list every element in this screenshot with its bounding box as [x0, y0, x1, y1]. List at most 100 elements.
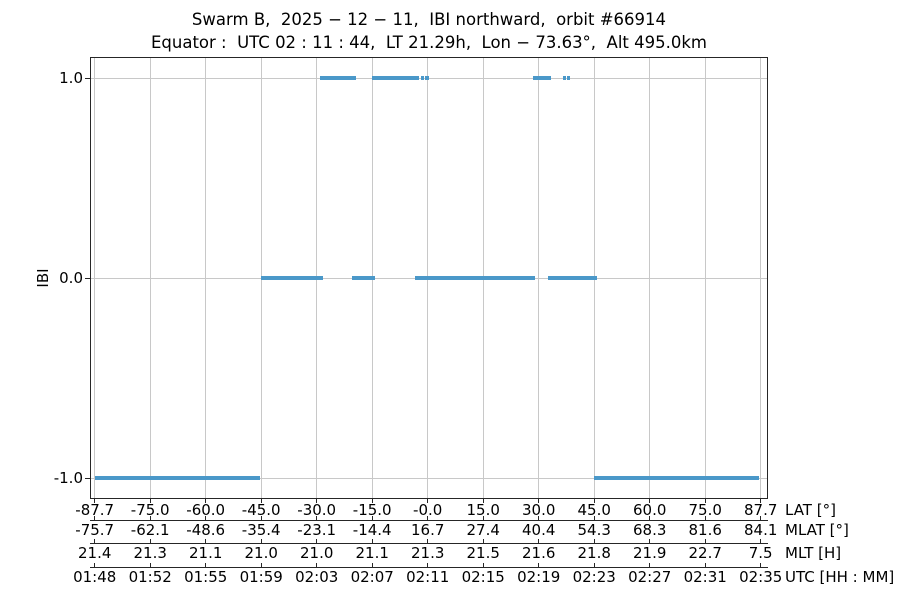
x-tick-mark [538, 499, 540, 503]
x-tick-label: -87.7 [75, 500, 115, 519]
x-tick-mark [371, 562, 373, 567]
x-tick-label: 21.4 [77, 544, 112, 562]
x-tick-label: 02:15 [461, 567, 505, 586]
x-tick-mark [593, 539, 595, 543]
x-tick-label: -35.4 [241, 520, 281, 539]
x-tick-mark [704, 539, 706, 543]
x-tick-mark [149, 562, 151, 567]
x-tick-label: 21.0 [244, 544, 278, 562]
x-tick-label: -48.6 [186, 520, 226, 539]
x-tick-mark [260, 499, 262, 503]
x-tick-label: 21.8 [577, 544, 611, 562]
x-tick-label: 02:19 [517, 567, 561, 586]
x-tick-label: 84.1 [743, 520, 778, 539]
x-tick-mark [316, 539, 318, 543]
x-tick-label: 87.7 [743, 500, 778, 519]
x-tick-mark [94, 515, 96, 520]
x-tick-label: 21.9 [632, 544, 667, 562]
x-tick-label: 16.7 [410, 520, 445, 539]
x-tick-label: 01:52 [128, 567, 172, 586]
x-tick-mark [593, 562, 595, 567]
x-tick-label: 01:55 [184, 567, 228, 586]
x-tick-label: -30.0 [297, 500, 337, 519]
axis-name-label: LAT [°] [785, 500, 836, 519]
x-tick-label: 22.7 [688, 544, 722, 562]
data-segment [566, 76, 571, 80]
data-segment [372, 76, 419, 80]
x-tick-mark [94, 539, 96, 543]
x-tick-mark [538, 562, 540, 567]
x-tick-mark [94, 499, 96, 503]
x-tick-label: 02:11 [406, 567, 450, 586]
x-tick-mark [371, 539, 373, 543]
chart-subtitle: Equator : UTC 02 : 11 : 44, LT 21.29h, L… [151, 33, 707, 52]
y-tick-label: -1.0 [53, 469, 83, 487]
x-tick-mark [760, 562, 762, 567]
x-tick-label: 54.3 [577, 520, 611, 539]
x-tick-mark [704, 499, 706, 503]
axis-row-spine [90, 566, 768, 568]
x-tick-label: 45.0 [577, 500, 611, 519]
x-tick-mark [760, 539, 762, 543]
x-tick-mark [371, 499, 373, 503]
x-tick-mark [260, 539, 262, 543]
x-tick-label: 60.0 [632, 500, 667, 519]
x-tick-label: -14.4 [352, 520, 392, 539]
x-tick-mark [538, 515, 540, 520]
data-segment [94, 476, 261, 480]
x-tick-label: 21.1 [188, 544, 223, 562]
data-segment [562, 76, 566, 80]
x-tick-mark [316, 499, 318, 503]
axis-row-spine [90, 543, 768, 544]
x-tick-label: -60.0 [186, 500, 226, 519]
x-tick-label: 21.5 [466, 544, 500, 562]
x-tick-mark [704, 515, 706, 520]
x-tick-label: -0.0 [413, 500, 443, 519]
axis-row-spine [90, 519, 768, 521]
x-tick-label: 01:59 [239, 567, 283, 586]
x-tick-label: 21.1 [355, 544, 389, 562]
x-tick-label: 27.4 [466, 520, 500, 539]
x-tick-label: 15.0 [466, 500, 500, 519]
x-tick-label: 68.3 [632, 520, 667, 539]
x-tick-label: 02:07 [350, 567, 394, 586]
x-tick-label: -75.0 [130, 500, 170, 519]
x-tick-label: 81.6 [688, 520, 722, 539]
x-tick-mark [649, 515, 651, 520]
data-segment [425, 76, 429, 80]
x-tick-label: 01:48 [73, 567, 117, 586]
y-tick-mark [85, 77, 90, 79]
x-tick-mark [427, 562, 429, 567]
x-tick-label: 21.6 [521, 544, 556, 562]
x-tick-label: 30.0 [521, 500, 556, 519]
x-tick-label: 21.3 [133, 544, 167, 562]
x-tick-label: 02:03 [295, 567, 339, 586]
data-segment [320, 76, 356, 80]
x-tick-label: 75.0 [688, 500, 722, 519]
x-tick-mark [538, 539, 540, 543]
x-tick-mark [316, 515, 318, 520]
x-tick-mark [482, 499, 484, 503]
y-tick-mark [85, 277, 90, 279]
x-tick-mark [149, 499, 151, 503]
x-tick-label: 02:31 [683, 567, 727, 586]
x-tick-label: -75.7 [75, 520, 115, 539]
y-tick-mark [85, 477, 90, 479]
x-tick-mark [205, 539, 207, 543]
x-tick-mark [149, 539, 151, 543]
plot-area [90, 57, 768, 499]
x-tick-mark [760, 499, 762, 503]
x-tick-mark [427, 499, 429, 503]
x-tick-label: -62.1 [130, 520, 170, 539]
x-tick-mark [593, 515, 595, 520]
x-tick-label: 02:35 [739, 567, 783, 586]
x-tick-mark [704, 562, 706, 567]
x-tick-mark [649, 499, 651, 503]
grid-line-horizontal [91, 477, 767, 479]
x-tick-label: 40.4 [521, 520, 556, 539]
x-tick-mark [205, 562, 207, 567]
x-tick-label: 02:27 [628, 567, 672, 586]
x-tick-mark [649, 539, 651, 543]
x-tick-mark [260, 562, 262, 567]
